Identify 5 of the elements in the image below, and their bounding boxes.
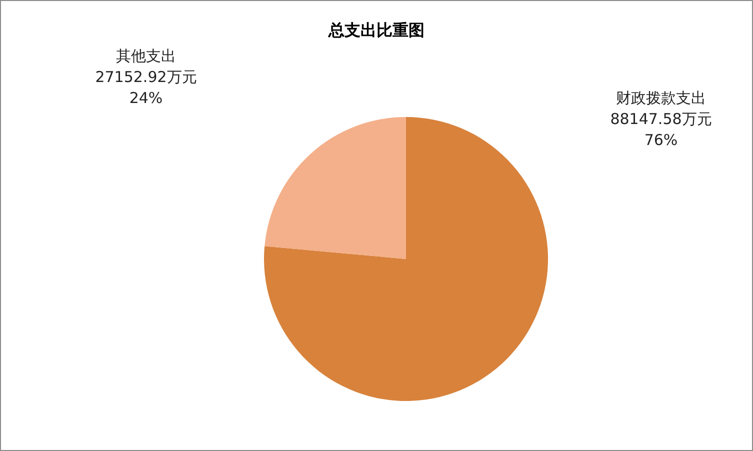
slice-label: 其他支出: [116, 47, 176, 65]
slice-label: 财政拨款支出: [616, 89, 706, 107]
data-label: 88147.58万元 76%: [610, 110, 712, 149]
data-label: 27152.92万元 24%: [95, 68, 197, 107]
chart-title: 总支出比重图: [328, 20, 424, 40]
